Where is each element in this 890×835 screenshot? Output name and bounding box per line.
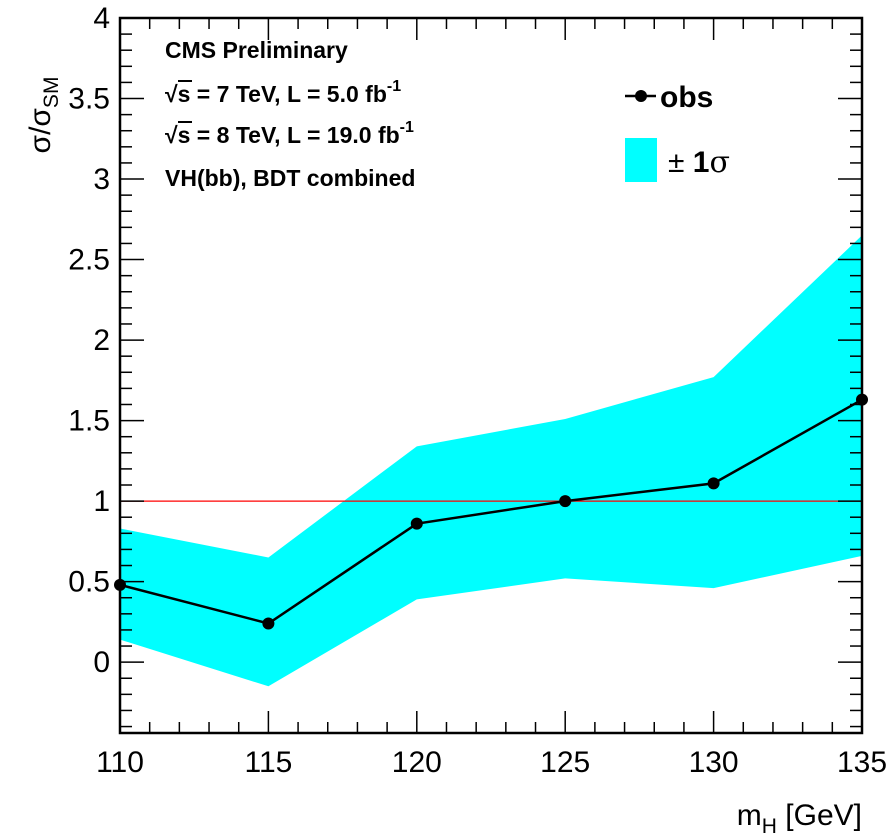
uncertainty-band-layer bbox=[120, 235, 862, 687]
legend-band-swatch bbox=[625, 138, 657, 182]
y-tick-label-2: 2 bbox=[93, 324, 110, 357]
observed-point-120 bbox=[410, 517, 423, 530]
observed-point-115 bbox=[262, 617, 275, 630]
legend: obs ± 1σ bbox=[625, 81, 730, 182]
legend-obs-marker bbox=[635, 90, 647, 102]
y-tick-label-1.5: 1.5 bbox=[68, 405, 110, 438]
y-tick-label-4: 4 bbox=[93, 2, 110, 35]
y-axis-ticks: 0 0.5 1 1.5 2 2.5 3 3.5 4 bbox=[68, 2, 862, 728]
annotation-8tev-lumi: √s = 8 TeV, L = 19.0 fb-1 bbox=[165, 119, 414, 148]
y-tick-label-3: 3 bbox=[93, 163, 110, 196]
x-tick-label-125: 125 bbox=[540, 746, 590, 779]
annotation-analysis: VH(bb), BDT combined bbox=[165, 165, 415, 191]
y-axis-title: σ/σSM bbox=[24, 77, 63, 154]
y-tick-label-0: 0 bbox=[93, 646, 110, 679]
y-tick-label-2.5: 2.5 bbox=[68, 244, 110, 277]
x-tick-label-115: 115 bbox=[244, 746, 292, 779]
y-tick-label-3.5: 3.5 bbox=[68, 83, 110, 116]
x-axis-ticks: 110 115 120 125 130 135 bbox=[96, 18, 887, 779]
annotation-cms-preliminary: CMS Preliminary bbox=[165, 37, 348, 63]
x-tick-label-110: 110 bbox=[96, 746, 144, 779]
x-axis-title: mH [GeV] bbox=[737, 799, 862, 835]
legend-band-label: ± 1σ bbox=[668, 145, 730, 180]
plot-frame-layer bbox=[118, 16, 864, 735]
observed-line bbox=[119, 398, 863, 625]
plot-frame bbox=[118, 16, 864, 735]
y-tick-label-1: 1 bbox=[93, 485, 110, 518]
observed-series-layer bbox=[114, 393, 868, 630]
observed-point-130 bbox=[707, 477, 720, 490]
legend-obs-label: obs bbox=[660, 81, 713, 114]
x-tick-label-120: 120 bbox=[392, 746, 442, 779]
observed-point-125 bbox=[559, 495, 572, 508]
y-tick-label-0.5: 0.5 bbox=[68, 566, 110, 599]
x-tick-label-130: 130 bbox=[689, 746, 739, 779]
uncertainty-band bbox=[120, 235, 862, 687]
annotation-7tev-lumi: √s = 7 TeV, L = 5.0 fb-1 bbox=[165, 78, 401, 107]
x-tick-label-135: 135 bbox=[837, 746, 887, 779]
